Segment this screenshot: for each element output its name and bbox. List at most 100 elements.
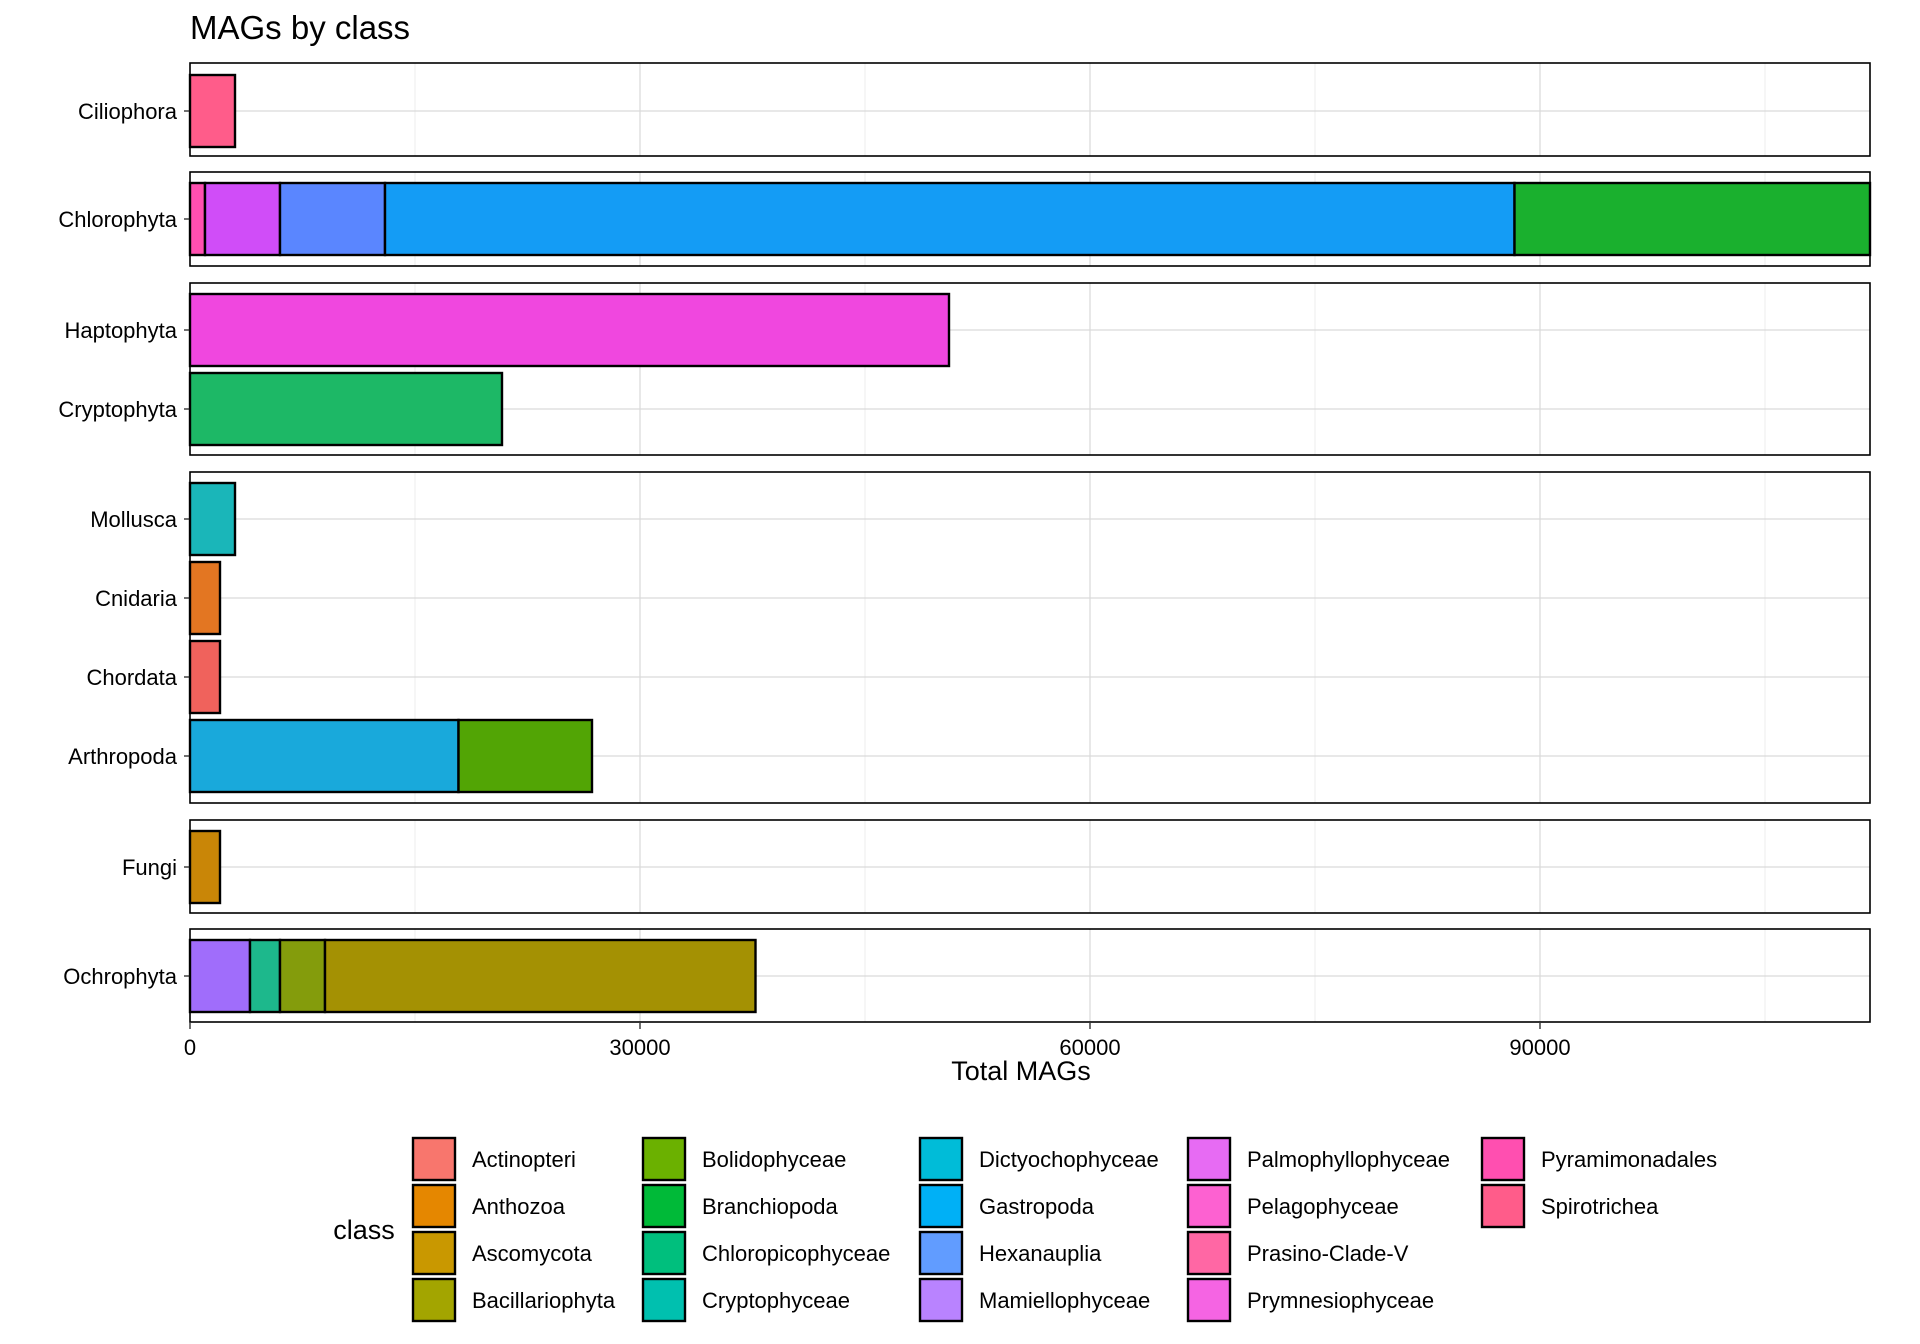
legend-label: Prymnesiophyceae bbox=[1247, 1288, 1434, 1313]
legend-label: Mamiellophyceae bbox=[979, 1288, 1150, 1313]
legend-item: Hexanauplia bbox=[918, 1230, 1102, 1276]
legend-label: Actinopteri bbox=[472, 1147, 576, 1172]
legend-title: class bbox=[333, 1215, 395, 1245]
legend-item: Mamiellophyceae bbox=[918, 1277, 1150, 1323]
legend-label: Bacillariophyta bbox=[472, 1288, 616, 1313]
x-tick-label: 0 bbox=[184, 1035, 196, 1060]
facet-panel: Chlorophyta bbox=[58, 171, 1872, 267]
legend-label: Chloropicophyceae bbox=[702, 1241, 890, 1266]
legend-label: Spirotrichea bbox=[1541, 1194, 1659, 1219]
legend-key bbox=[641, 1136, 687, 1182]
legend-label: Branchiopoda bbox=[702, 1194, 839, 1219]
legend-item: Branchiopoda bbox=[641, 1183, 839, 1229]
bar-segment-mamiellophyceae bbox=[383, 181, 1516, 257]
legend-label: Ascomycota bbox=[472, 1241, 593, 1266]
legend-key bbox=[641, 1183, 687, 1229]
chart-title: MAGs by class bbox=[190, 9, 410, 46]
x-tick-label: 30000 bbox=[609, 1035, 670, 1060]
legend-item: Gastropoda bbox=[918, 1183, 1095, 1229]
y-tick-label: Chlorophyta bbox=[58, 207, 177, 232]
bar-segment-palmophyllophyceae bbox=[278, 181, 387, 257]
facet-panel: Ochrophyta bbox=[63, 928, 1871, 1023]
legend-item: Prymnesiophyceae bbox=[1186, 1277, 1434, 1323]
legend-item: Prasino-Clade-V bbox=[1186, 1230, 1409, 1276]
panel-border bbox=[189, 928, 1871, 1023]
legend-key bbox=[411, 1230, 457, 1276]
y-tick-label: Cryptophyta bbox=[58, 397, 177, 422]
legend-item: Palmophyllophyceae bbox=[1186, 1136, 1450, 1182]
legend-item: Pyramimonadales bbox=[1480, 1136, 1717, 1182]
facet-panel: Fungi bbox=[122, 819, 1871, 914]
legend-label: Hexanauplia bbox=[979, 1241, 1102, 1266]
y-tick-label: Mollusca bbox=[90, 507, 178, 532]
bar-segment-hexanauplia bbox=[188, 718, 460, 794]
legend-key bbox=[1186, 1277, 1232, 1323]
legend-key bbox=[411, 1136, 457, 1182]
legend-key bbox=[918, 1183, 964, 1229]
x-tick-label: 90000 bbox=[1509, 1035, 1570, 1060]
legend-items: Actinopteri Anthozoa Ascomycota Bacillariop… bbox=[411, 1136, 1717, 1323]
legend-key bbox=[918, 1230, 964, 1276]
legend-key bbox=[641, 1277, 687, 1323]
bar-segment-pelagophyceae bbox=[188, 938, 252, 1014]
bar-segment-prymnesiophyceae bbox=[188, 292, 951, 368]
legend-key bbox=[1480, 1136, 1526, 1182]
legend-item: Chloropicophyceae bbox=[641, 1230, 890, 1276]
bar-segment-anthozoa bbox=[188, 560, 222, 636]
legend-key bbox=[411, 1277, 457, 1323]
facet-panel: Ciliophora bbox=[78, 62, 1871, 157]
bar-segment-prasino-clade-v bbox=[203, 181, 282, 257]
legend-item: Pelagophyceae bbox=[1186, 1183, 1399, 1229]
legend-key bbox=[1186, 1183, 1232, 1229]
legend-key bbox=[1480, 1183, 1526, 1229]
legend-label: Anthozoa bbox=[472, 1194, 566, 1219]
legend-item: Anthozoa bbox=[411, 1183, 566, 1229]
legend-key bbox=[918, 1136, 964, 1182]
panel-border bbox=[189, 819, 1871, 914]
legend-label: Dictyochophyceae bbox=[979, 1147, 1159, 1172]
facet-panels: Ciliophora Chlorophyta Haptophyta Cryptophy… bbox=[58, 62, 1872, 1023]
bar-segment-ascomycota bbox=[188, 829, 222, 905]
legend-label: Pyramimonadales bbox=[1541, 1147, 1717, 1172]
legend-label: Bolidophyceae bbox=[702, 1147, 846, 1172]
legend-key bbox=[918, 1277, 964, 1323]
legend-key bbox=[1186, 1230, 1232, 1276]
x-tick-label: 60000 bbox=[1059, 1035, 1120, 1060]
bar-segment-cryptophyceae bbox=[188, 371, 504, 447]
legend-label: Prasino-Clade-V bbox=[1247, 1241, 1409, 1266]
bar-segment-pyramimonadales bbox=[188, 181, 207, 257]
legend-item: Bacillariophyta bbox=[411, 1277, 616, 1323]
legend-item: Bolidophyceae bbox=[641, 1136, 846, 1182]
x-axis: 0 30000 60000 90000 bbox=[184, 1022, 1571, 1060]
y-tick-label: Fungi bbox=[122, 855, 177, 880]
y-tick-label: Cnidaria bbox=[95, 586, 178, 611]
bar-segment-branchiopoda bbox=[457, 718, 594, 794]
bar-segment-bolidophyceae bbox=[278, 938, 327, 1014]
bar-segment-gastropoda bbox=[188, 481, 237, 557]
y-tick-label: Ochrophyta bbox=[63, 964, 177, 989]
legend-label: Cryptophyceae bbox=[702, 1288, 850, 1313]
bar-segment-bacillariophyta bbox=[323, 938, 757, 1014]
legend-item: Cryptophyceae bbox=[641, 1277, 850, 1323]
legend-label: Gastropoda bbox=[979, 1194, 1095, 1219]
bar-segment-actinopteri bbox=[188, 639, 222, 715]
y-tick-label: Arthropoda bbox=[68, 744, 178, 769]
y-tick-label: Chordata bbox=[86, 665, 177, 690]
x-axis-title: Total MAGs bbox=[951, 1056, 1091, 1086]
panel-border bbox=[189, 471, 1871, 804]
legend-key bbox=[411, 1183, 457, 1229]
panel-border bbox=[189, 62, 1871, 157]
legend-item: Spirotrichea bbox=[1480, 1183, 1659, 1229]
legend-item: Ascomycota bbox=[411, 1230, 593, 1276]
y-tick-label: Haptophyta bbox=[64, 318, 177, 343]
legend-key bbox=[641, 1230, 687, 1276]
bar-segment-chloropicophyceae bbox=[1513, 181, 1872, 257]
bar-segment-spirotrichea bbox=[188, 73, 237, 149]
y-tick-label: Ciliophora bbox=[78, 99, 178, 124]
facet-panel: Haptophyta Cryptophyta bbox=[58, 282, 1871, 456]
legend-item: Actinopteri bbox=[411, 1136, 576, 1182]
panel-border bbox=[189, 171, 1871, 267]
legend-label: Pelagophyceae bbox=[1247, 1194, 1399, 1219]
legend-item: Dictyochophyceae bbox=[918, 1136, 1159, 1182]
